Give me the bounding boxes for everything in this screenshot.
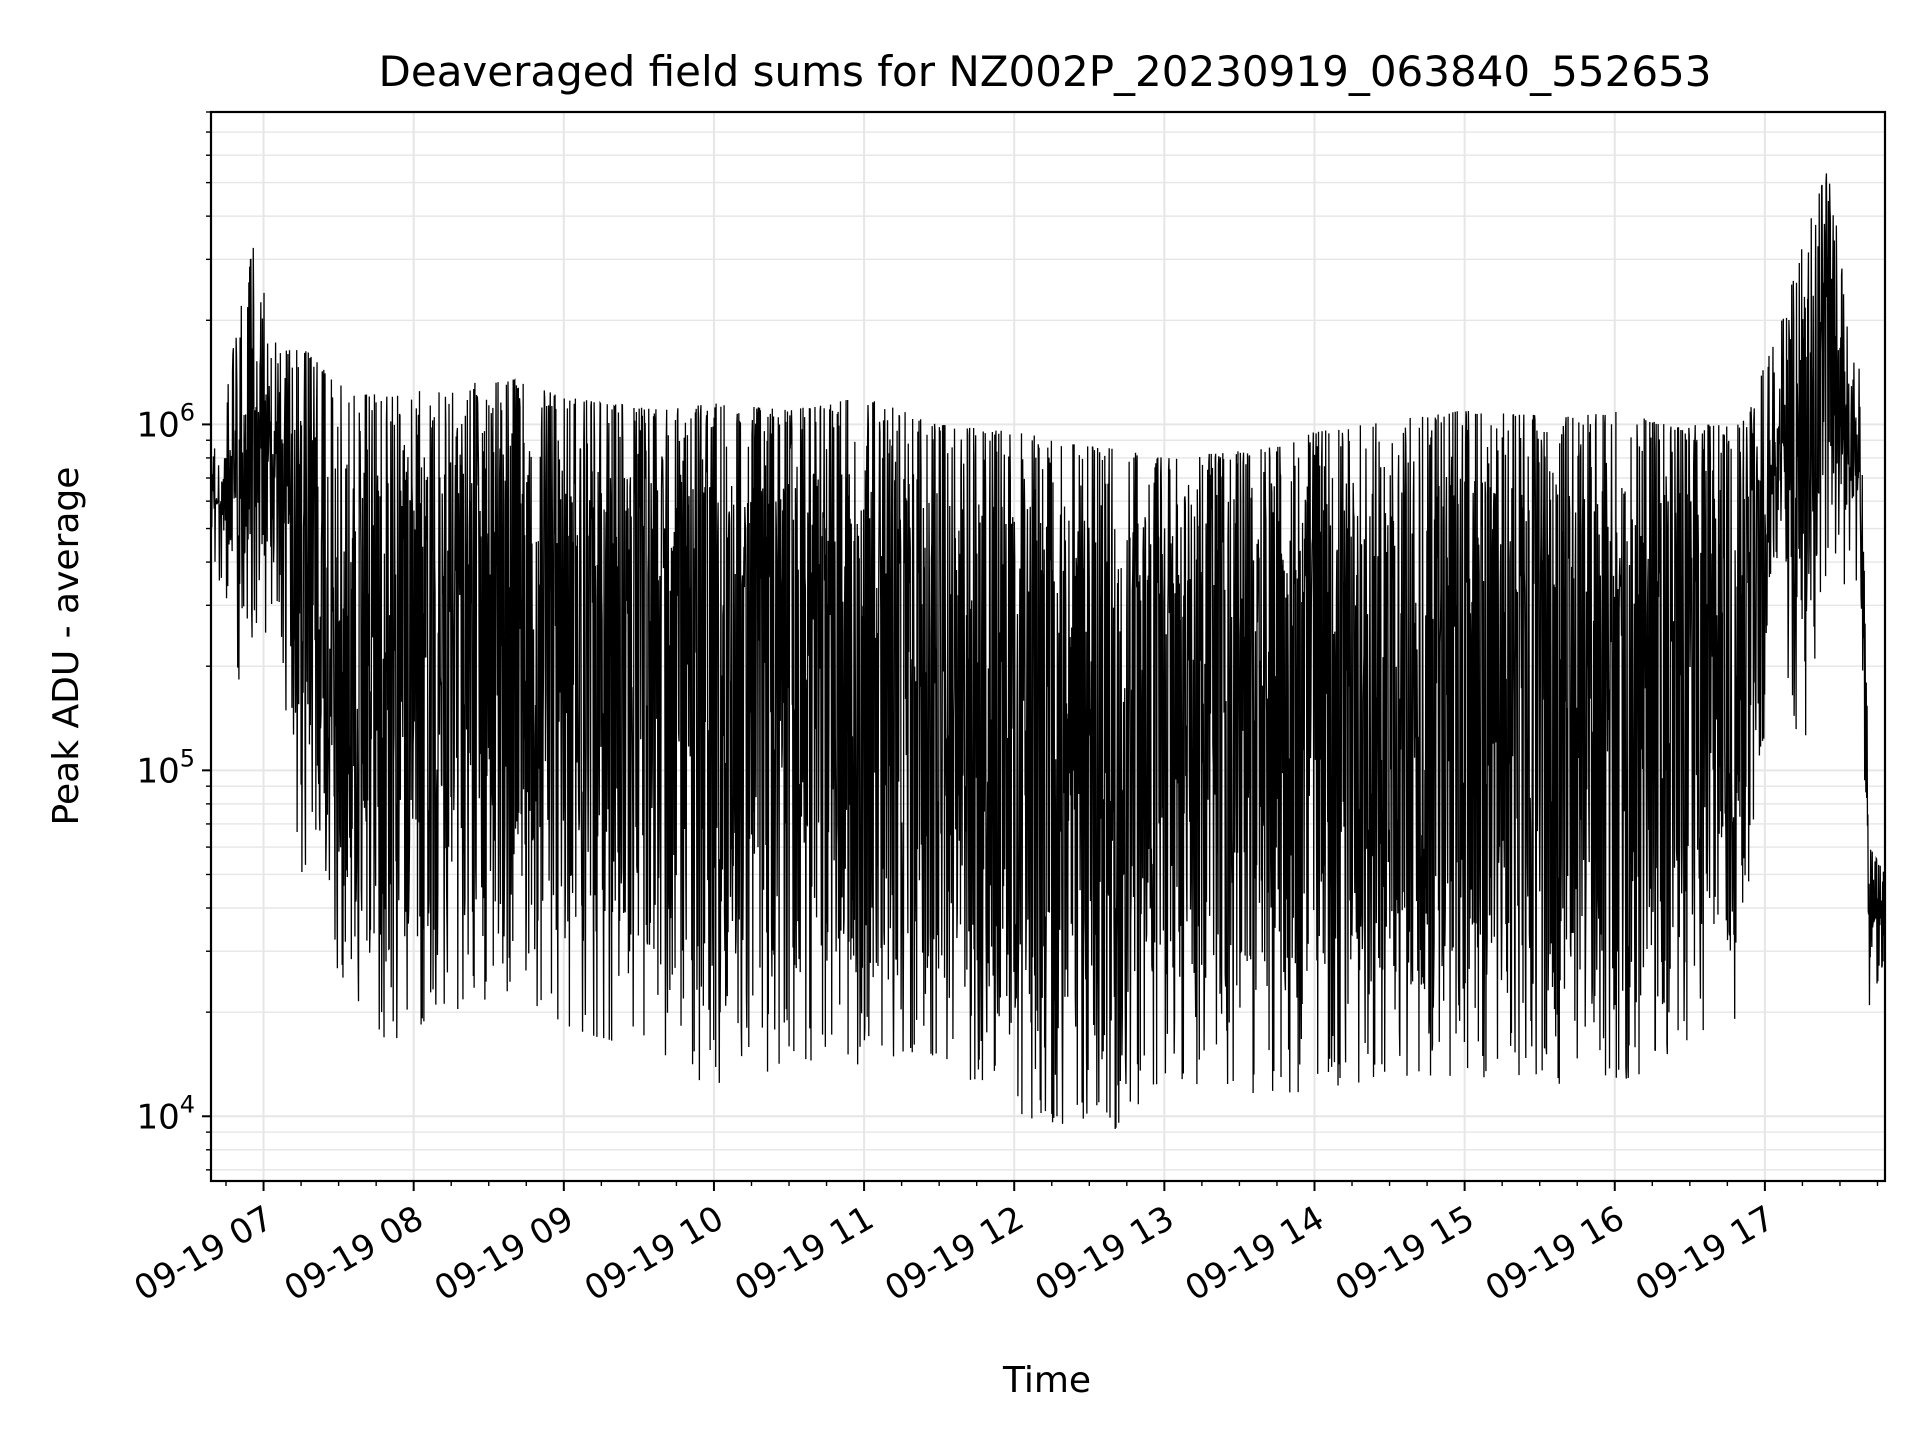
y-axis: 104 105 106 <box>136 111 211 1171</box>
y-axis-label: Peak ADU - average <box>46 467 87 826</box>
series-line <box>211 173 1885 1129</box>
chart-title: Deaveraged field sums for NZ002P_2023091… <box>379 47 1712 96</box>
plot-frame <box>209 110 1887 1183</box>
x-axis-label: Time <box>1002 1360 1091 1401</box>
y-tick-label: 104 <box>136 1090 195 1137</box>
y-tick-label: 106 <box>136 398 195 445</box>
y-tick-label: 105 <box>136 744 195 791</box>
